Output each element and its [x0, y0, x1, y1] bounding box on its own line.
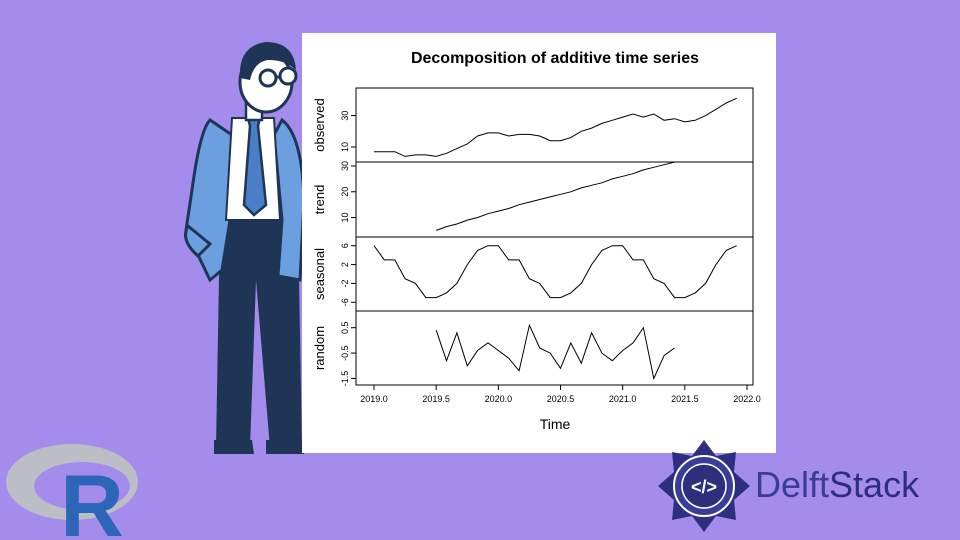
man-glasses-left [258, 68, 278, 88]
observed-panel-frame [355, 87, 754, 163]
x-tick-label: 2020.0 [485, 394, 513, 404]
observed-panel-label: observed [312, 98, 327, 151]
man-right-shoe [266, 440, 304, 454]
x-tick-label: 2019.0 [360, 394, 388, 404]
delftstack-logo-icon: </> [658, 440, 750, 532]
x-tick-label: 2022.0 [733, 394, 761, 404]
random-series-line [435, 323, 675, 381]
delft-logo-code: </> [691, 477, 717, 497]
trend-panel: 10 20 30 trend [312, 161, 754, 238]
man-jacket-right [272, 117, 306, 282]
trend-y-tick-label: 30 [340, 161, 350, 171]
x-axis-label: Time [540, 416, 571, 432]
seasonal-panel-frame [355, 236, 754, 312]
trend-panel-label: trend [312, 185, 327, 215]
man-jacket-left [184, 118, 234, 283]
delftstack-wordmark: DelftStack [755, 463, 919, 507]
seasonal-series-line [373, 245, 737, 299]
chart-panels: 10 30 observed 10 20 30 trend -6 -2 2 6 seasonal -1.… [312, 87, 754, 387]
random-panel-label: random [312, 326, 327, 370]
seasonal-panel-label: seasonal [312, 248, 327, 300]
seasonal-y-tick-label: 6 [340, 243, 350, 248]
chart-card: Decomposition of additive time series 10… [302, 33, 776, 453]
delft-text-part2: Stack [829, 464, 920, 505]
r-logo-letter: R [60, 456, 124, 540]
r-logo-ring-hole [34, 462, 130, 510]
x-axis: 2019.0 2019.5 2020.0 2020.5 2021.0 2021.5 2022… [360, 384, 761, 404]
r-logo-icon: R [6, 444, 138, 540]
trend-y-tick-label: 20 [340, 187, 350, 197]
man-left-hand [184, 223, 213, 259]
observed-panel: 10 30 observed [312, 87, 754, 163]
man-left-shoe [214, 440, 254, 454]
random-panel-frame [355, 310, 754, 386]
man-illustration [184, 42, 306, 454]
man-glasses-right [278, 66, 298, 86]
observed-y-tick-label: 30 [340, 111, 350, 121]
man-hair [239, 42, 296, 80]
chart-title: Decomposition of additive time series [411, 50, 699, 67]
seasonal-y-tick-label: 2 [340, 262, 350, 267]
seasonal-y-tick-label: -2 [340, 279, 350, 287]
x-tick-label: 2021.0 [609, 394, 637, 404]
trend-y-tick-label: 10 [340, 213, 350, 223]
x-tick-label: 2021.5 [671, 394, 699, 404]
delft-logo-inner [681, 463, 727, 509]
trend-series-line [436, 161, 675, 231]
trend-panel-frame [355, 161, 754, 238]
x-tick-label: 2020.5 [547, 394, 575, 404]
seasonal-y-tick-label: -6 [340, 298, 350, 306]
decomposition-chart: Decomposition of additive time series 10… [312, 50, 761, 432]
seasonal-panel: -6 -2 2 6 seasonal [312, 236, 754, 312]
observed-series-line [374, 97, 737, 157]
random-panel: -1.5 -0.5 0.5 random [312, 310, 754, 387]
delft-text-part1: Delft [755, 464, 830, 505]
observed-y-tick-label: 10 [340, 142, 350, 152]
random-y-tick-label: -1.5 [340, 371, 350, 387]
x-tick-label: 2019.5 [422, 394, 450, 404]
random-y-tick-label: 0.5 [340, 321, 350, 334]
random-y-tick-label: -0.5 [340, 345, 350, 361]
